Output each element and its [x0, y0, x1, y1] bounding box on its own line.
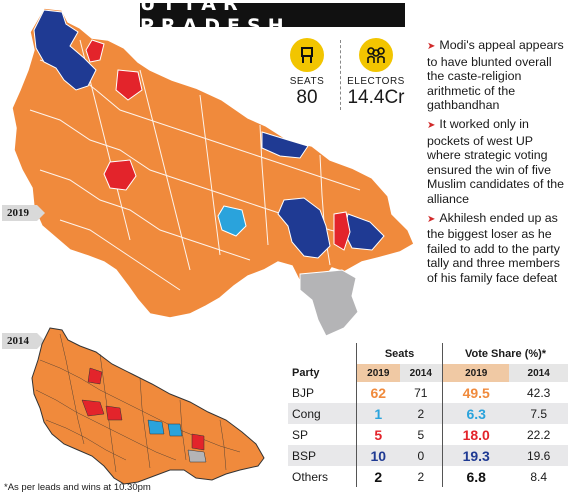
- year-tag-2014: 2014: [2, 333, 45, 349]
- party-name: BJP: [292, 385, 315, 400]
- seats-2019: 5: [355, 424, 400, 445]
- bsp-west-cluster: [33, 9, 97, 91]
- electors-stat: ELECTORS 14.4Cr: [346, 38, 406, 109]
- map-2019: [11, 7, 415, 337]
- seats-2019: 62: [355, 382, 400, 403]
- arrow-icon: ➤: [427, 213, 436, 225]
- stats-divider: [340, 40, 342, 110]
- sp-west-2: [115, 69, 143, 101]
- table-row: SP 5 5 18.0 22.2: [288, 424, 568, 445]
- sp-2014-1: [87, 367, 103, 385]
- bullet-item: ➤ Modi's appeal appears to have blunted o…: [427, 38, 564, 113]
- arrow-icon: ➤: [427, 41, 436, 52]
- vote-2019: 18.0: [442, 424, 510, 445]
- party-name: Others: [292, 469, 329, 484]
- uttar-pradesh-outline-2014: [31, 327, 265, 485]
- sp-2014-2: [81, 399, 105, 417]
- party-name: BSP: [288, 445, 357, 466]
- bsp-east-cluster: [277, 197, 331, 259]
- year-seats-2014: 2014: [399, 364, 443, 382]
- vote-2014: 22.2: [526, 427, 551, 442]
- table-year-row: Party 2019 2014 2019 2014: [288, 364, 568, 382]
- vote-2014: 8.4: [530, 469, 548, 484]
- year-vote-2014: 2014: [509, 364, 568, 382]
- header-vote-share: Vote Share (%)*: [442, 343, 568, 364]
- party-name: SP: [292, 427, 309, 442]
- seats-stat: SEATS 80: [282, 38, 332, 109]
- others-southeast: [299, 269, 359, 337]
- sp-2014-4: [191, 433, 205, 451]
- table-row: Cong 1 2 6.3 7.5: [288, 403, 568, 424]
- voters-icon: [359, 38, 393, 72]
- others-2014: [187, 449, 207, 463]
- seats-2019: 2: [355, 466, 400, 487]
- table-row: BSP 10 0 19.3 19.6: [288, 445, 568, 466]
- table-row: BJP 62 71 49.5 42.3: [288, 382, 568, 403]
- chair-icon: [290, 38, 324, 72]
- congress-raebareli: [217, 205, 247, 237]
- seats-2014: 2: [417, 469, 425, 484]
- vote-2014: 19.6: [509, 445, 568, 466]
- vote-2014: 42.3: [526, 385, 551, 400]
- seats-2014: 0: [399, 445, 443, 466]
- arrow-icon: ➤: [427, 119, 436, 131]
- vote-2019: 19.3: [442, 445, 510, 466]
- sp-east: [333, 211, 351, 251]
- vote-2019: 6.8: [442, 466, 510, 487]
- header-party: [288, 343, 357, 364]
- party-name: Cong: [288, 403, 357, 424]
- results-table: Seats Vote Share (%)* Party 2019 2014 20…: [288, 343, 568, 487]
- seats-2019: 1: [355, 403, 400, 424]
- congress-2014-2: [167, 423, 183, 437]
- seats-2014: 2: [399, 403, 443, 424]
- electors-label: ELECTORS: [347, 76, 405, 87]
- sp-west-1: [85, 39, 105, 63]
- bullet-item: ➤ It worked only in pockets of west UP wh…: [427, 116, 565, 206]
- electors-value: 14.4Cr: [347, 87, 405, 108]
- header-party-label: Party: [288, 364, 357, 382]
- year-seats-2019: 2019: [355, 364, 400, 382]
- vote-2014: 7.5: [509, 403, 568, 424]
- vote-2019: 49.5: [442, 382, 510, 403]
- seats-value: 80: [296, 87, 318, 108]
- bsp-east-strip: [261, 131, 309, 159]
- district-boundaries-2014: [35, 333, 241, 473]
- table-row: Others 2 2 6.8 8.4: [288, 466, 568, 487]
- footnote: *As per leads and wins at 10.30pm: [4, 482, 151, 493]
- map-2014: [31, 327, 265, 485]
- congress-2014-1: [147, 419, 165, 435]
- seats-2014: 71: [414, 385, 428, 400]
- header-seats: Seats: [355, 343, 443, 364]
- vote-2019: 6.3: [442, 403, 510, 424]
- year-vote-2019: 2019: [442, 364, 510, 382]
- seats-2014: 5: [417, 427, 425, 442]
- sp-west-3: [103, 159, 137, 191]
- analysis-bullets: ➤ Modi's appeal appears to have blunted o…: [427, 38, 567, 290]
- seats-2019: 10: [355, 445, 400, 466]
- sp-2014-3: [105, 405, 123, 421]
- seats-label: SEATS: [289, 76, 325, 87]
- table-header-row: Seats Vote Share (%)*: [288, 343, 568, 364]
- bullet-item: ➤ Akhilesh ended up as the biggest loser …: [427, 210, 560, 285]
- year-tag-2019: 2019: [2, 205, 45, 221]
